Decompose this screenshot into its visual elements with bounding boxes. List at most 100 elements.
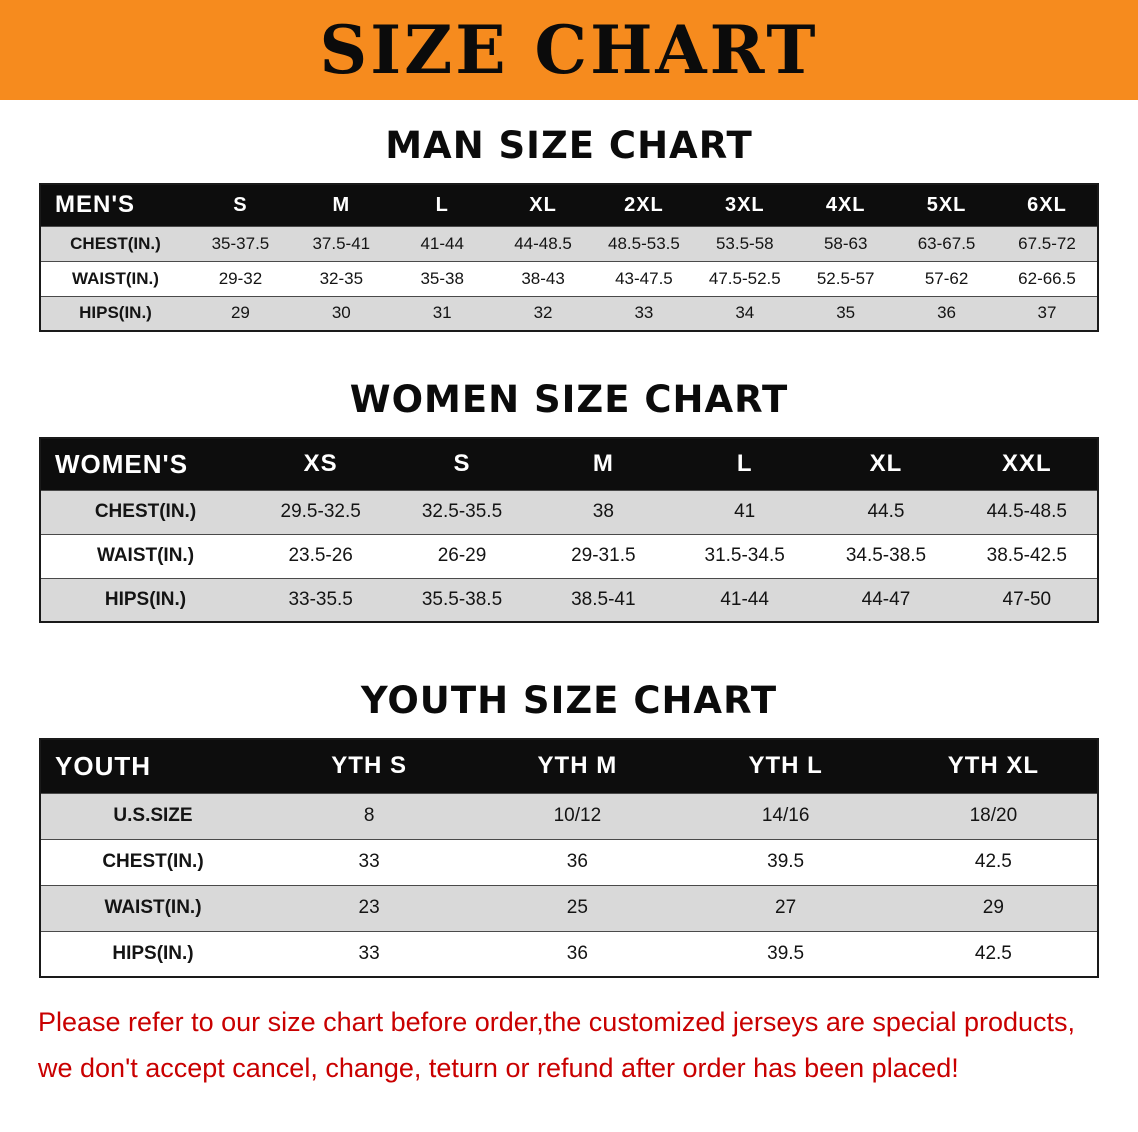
row-label-cell: CHEST(IN.): [40, 489, 250, 534]
value-cell: 18/20: [889, 792, 1098, 839]
value-cell: 31.5-34.5: [673, 533, 816, 578]
value-cell: 35.5-38.5: [391, 577, 533, 622]
size-header-cell: L: [391, 184, 493, 226]
value-cell: 41: [673, 489, 816, 534]
value-cell: 32: [492, 295, 594, 331]
value-cell: 48.5-53.5: [593, 225, 695, 261]
size-header-cell: XXL: [956, 438, 1098, 490]
footer-notice: Please refer to our size chart before or…: [0, 978, 1138, 1088]
value-cell: 37.5-41: [290, 225, 392, 261]
value-cell: 58-63: [795, 225, 897, 261]
value-cell: 57-62: [896, 260, 997, 296]
banner: SIZE CHART: [0, 0, 1138, 100]
table-row: HIPS(IN.) 29 30 31 32 33 34 35 36 37: [40, 295, 1098, 331]
section-men: MAN SIZE CHART MEN'S S M L XL 2XL 3XL 4XL 5XL 6XL…: [0, 100, 1138, 332]
table-row: CHEST(IN.) 33 36 39.5 42.5: [40, 838, 1098, 885]
value-cell: 32-35: [290, 260, 392, 296]
table-title-cell: WOMEN'S: [40, 438, 250, 490]
value-cell: 29.5-32.5: [250, 489, 392, 534]
women-size-table: WOMEN'S XS S M L XL XXL CHEST(IN.) 29.5-32.5 32.5…: [39, 437, 1099, 623]
row-label-cell: HIPS(IN.): [40, 295, 190, 331]
value-cell: 34: [694, 295, 796, 331]
size-header-cell: YTH L: [681, 739, 890, 793]
value-cell: 62-66.5: [997, 260, 1098, 296]
value-cell: 33: [265, 930, 474, 977]
value-cell: 42.5: [889, 930, 1098, 977]
size-header-cell: M: [532, 438, 674, 490]
row-label-cell: WAIST(IN.): [40, 533, 250, 578]
value-cell: 36: [473, 930, 682, 977]
value-cell: 35-37.5: [190, 225, 291, 261]
value-cell: 25: [473, 884, 682, 931]
men-size-table: MEN'S S M L XL 2XL 3XL 4XL 5XL 6XL CHEST(IN.) 35-37…: [39, 183, 1099, 332]
value-cell: 41-44: [391, 225, 493, 261]
size-header-cell: YTH S: [265, 739, 474, 793]
table-title-cell: MEN'S: [40, 184, 190, 226]
size-header-cell: YTH XL: [889, 739, 1098, 793]
value-cell: 30: [290, 295, 392, 331]
row-label-cell: HIPS(IN.): [40, 930, 265, 977]
value-cell: 23.5-26: [250, 533, 392, 578]
value-cell: 26-29: [391, 533, 533, 578]
value-cell: 29-32: [190, 260, 291, 296]
row-label-cell: U.S.SIZE: [40, 792, 265, 839]
notice-line-1: Please refer to our size chart before or…: [38, 1007, 1076, 1037]
value-cell: 43-47.5: [593, 260, 695, 296]
header-row: WOMEN'S XS S M L XL XXL: [40, 438, 1098, 490]
size-header-cell: S: [391, 438, 533, 490]
value-cell: 67.5-72: [997, 225, 1098, 261]
value-cell: 35-38: [391, 260, 493, 296]
size-header-cell: S: [190, 184, 291, 226]
value-cell: 14/16: [681, 792, 890, 839]
table-row: CHEST(IN.) 35-37.5 37.5-41 41-44 44-48.5 48.5…: [40, 225, 1098, 261]
value-cell: 63-67.5: [896, 225, 997, 261]
value-cell: 29: [889, 884, 1098, 931]
header-row: MEN'S S M L XL 2XL 3XL 4XL 5XL 6XL: [40, 184, 1098, 226]
value-cell: 42.5: [889, 838, 1098, 885]
value-cell: 44.5-48.5: [956, 489, 1098, 534]
women-section-heading: WOMEN SIZE CHART: [349, 378, 789, 421]
value-cell: 47.5-52.5: [694, 260, 796, 296]
table-row: WAIST(IN.) 29-32 32-35 35-38 38-43 43-47.5 47.…: [40, 260, 1098, 296]
size-header-cell: 6XL: [997, 184, 1098, 226]
value-cell: 53.5-58: [694, 225, 796, 261]
size-header-cell: XS: [250, 438, 392, 490]
value-cell: 38.5-41: [532, 577, 674, 622]
table-title-cell: YOUTH: [40, 739, 265, 793]
table-row: WAIST(IN.) 23.5-26 26-29 29-31.5 31.5-34.5 34…: [40, 533, 1098, 578]
row-label-cell: CHEST(IN.): [40, 225, 190, 261]
row-label-cell: CHEST(IN.): [40, 838, 265, 885]
value-cell: 29: [190, 295, 291, 331]
value-cell: 41-44: [673, 577, 816, 622]
size-header-cell: 3XL: [694, 184, 796, 226]
table-row: CHEST(IN.) 29.5-32.5 32.5-35.5 38 41 44.5 44.5…: [40, 489, 1098, 534]
value-cell: 35: [795, 295, 897, 331]
value-cell: 34.5-38.5: [815, 533, 957, 578]
value-cell: 44-48.5: [492, 225, 594, 261]
size-header-cell: YTH M: [473, 739, 682, 793]
value-cell: 33: [593, 295, 695, 331]
value-cell: 33: [265, 838, 474, 885]
row-label-cell: WAIST(IN.): [40, 884, 265, 931]
value-cell: 33-35.5: [250, 577, 392, 622]
size-header-cell: 5XL: [896, 184, 997, 226]
section-women: WOMEN SIZE CHART WOMEN'S XS S M L XL XXL CHEST(…: [0, 332, 1138, 623]
value-cell: 47-50: [956, 577, 1098, 622]
value-cell: 44.5: [815, 489, 957, 534]
value-cell: 27: [681, 884, 890, 931]
youth-section-heading: YOUTH SIZE CHART: [360, 679, 778, 722]
header-row: YOUTH YTH S YTH M YTH L YTH XL: [40, 739, 1098, 793]
youth-size-table: YOUTH YTH S YTH M YTH L YTH XL U.S.SIZE 8 10/12…: [39, 738, 1099, 978]
size-header-cell: XL: [492, 184, 594, 226]
size-header-cell: M: [290, 184, 392, 226]
value-cell: 32.5-35.5: [391, 489, 533, 534]
size-header-cell: 2XL: [593, 184, 695, 226]
men-section-heading: MAN SIZE CHART: [385, 124, 753, 167]
value-cell: 39.5: [681, 838, 890, 885]
value-cell: 36: [473, 838, 682, 885]
row-label-cell: HIPS(IN.): [40, 577, 250, 622]
value-cell: 36: [896, 295, 997, 331]
notice-line-2: we don't accept cancel, change, teturn o…: [38, 1052, 959, 1083]
table-row: U.S.SIZE 8 10/12 14/16 18/20: [40, 792, 1098, 839]
table-row: HIPS(IN.) 33-35.5 35.5-38.5 38.5-41 41-44 44-…: [40, 577, 1098, 622]
